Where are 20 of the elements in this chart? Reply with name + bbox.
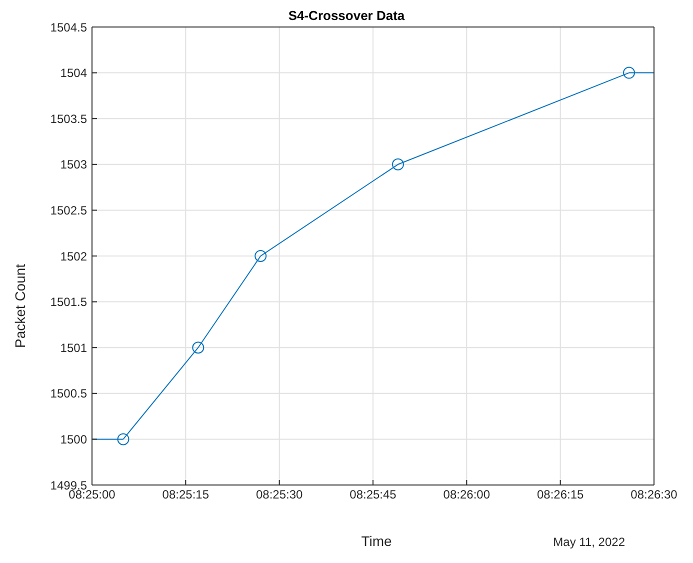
y-tick-label: 1503.5 <box>50 112 88 126</box>
y-tick-label: 1500.5 <box>50 386 88 401</box>
x-tick-label: 08:25:15 <box>162 488 210 502</box>
y-tick-label: 1500 <box>60 432 88 446</box>
y-tick-label: 1504 <box>60 66 88 80</box>
y-tick-label: 1504.5 <box>50 20 88 34</box>
text: May 11, 2022 <box>553 535 625 549</box>
y-axis-title: Packet Count <box>12 264 28 348</box>
y-tick-label: 1501 <box>60 340 88 355</box>
y-tick-label: 1502.5 <box>50 203 88 218</box>
x-tick-label: 08:25:45 <box>350 488 397 502</box>
x-tick-label: 08:25:30 <box>256 488 304 502</box>
x-tick-label: 08:26:30 <box>630 488 678 502</box>
x-tick-label: 08:26:00 <box>443 488 490 502</box>
x-axis-title: Time <box>361 533 392 549</box>
x-tick-label: 08:26:15 <box>536 488 584 502</box>
y-tick-label: 1501.5 <box>50 295 88 310</box>
y-tick-label: 1502 <box>60 249 88 264</box>
y-tick-label: 1503 <box>60 158 88 172</box>
chart-title: S4-Crossover Data <box>288 8 405 23</box>
